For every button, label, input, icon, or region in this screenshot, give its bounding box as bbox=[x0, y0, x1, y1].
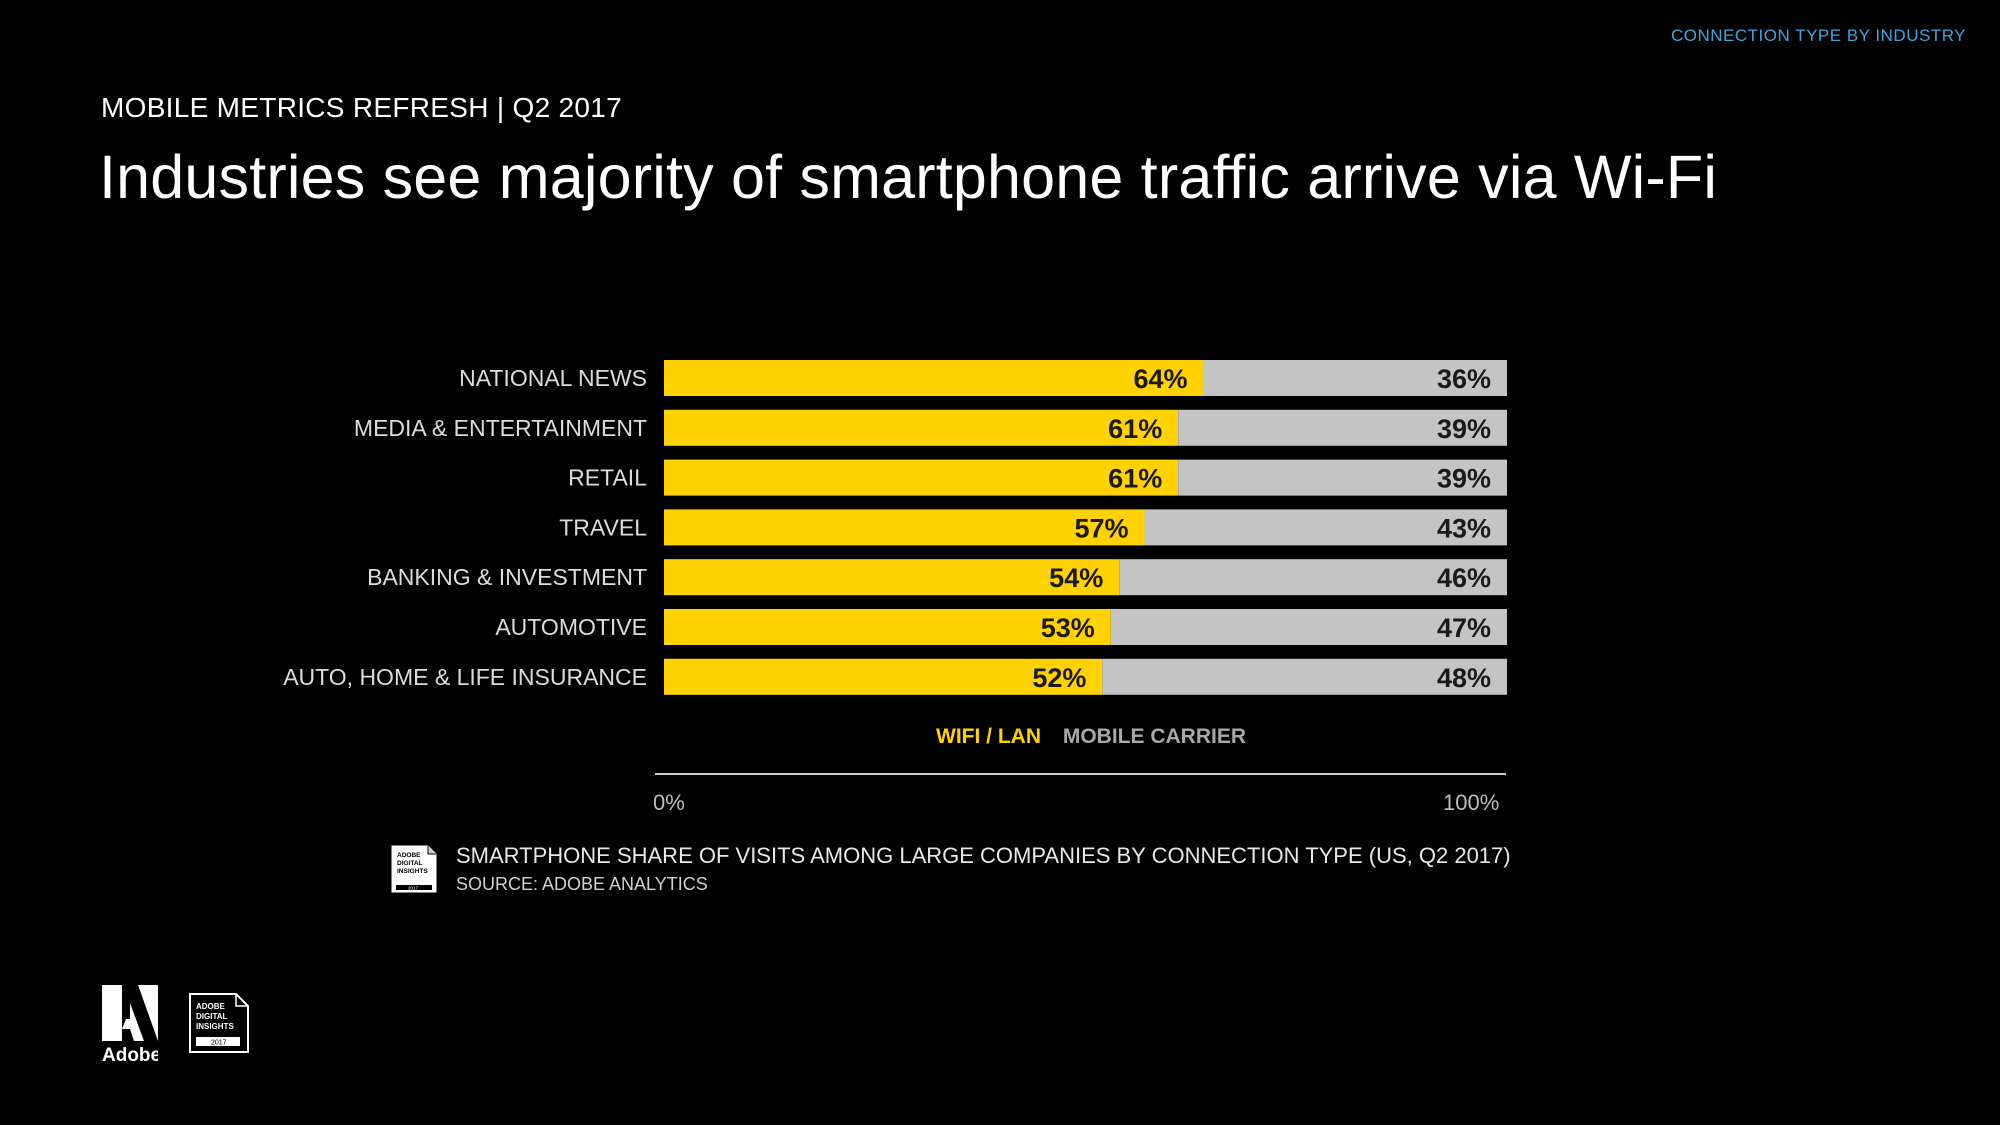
bar-wifi-lan-automotive bbox=[664, 609, 1111, 645]
data-label-mobile-carrier-media-entertainment: 39% bbox=[1437, 414, 1491, 444]
adobe-digital-insights-badge: ADOBE DIGITAL INSIGHTS 2017 bbox=[189, 993, 249, 1053]
data-label-wifi-lan-travel: 57% bbox=[1074, 513, 1128, 543]
adobe-logo-text: Adobe bbox=[102, 1045, 158, 1065]
icon-line-1: ADOBE bbox=[397, 852, 421, 859]
icon-line-3: INSIGHTS bbox=[397, 868, 428, 875]
bar-mobile-carrier-travel bbox=[1144, 509, 1507, 546]
caption-text: SMARTPHONE SHARE OF VISITS AMONG LARGE C… bbox=[456, 843, 1511, 868]
bar-mobile-carrier-retail bbox=[1178, 459, 1507, 496]
report-kicker: MOBILE METRICS REFRESH | Q2 2017 bbox=[101, 92, 623, 123]
badge-line-4: 2017 bbox=[211, 1040, 227, 1047]
data-label-mobile-carrier-travel: 43% bbox=[1437, 513, 1491, 543]
data-label-mobile-carrier-banking-investment: 46% bbox=[1437, 563, 1491, 593]
legend-mobile-carrier: MOBILE CARRIER bbox=[1062, 725, 1246, 748]
bar-wifi-lan-travel bbox=[664, 509, 1145, 546]
data-label-wifi-lan-auto-home-life-insurance: 52% bbox=[1032, 663, 1086, 693]
category-label-travel: TRAVEL bbox=[559, 514, 647, 540]
data-label-mobile-carrier-retail: 39% bbox=[1437, 464, 1491, 494]
data-label-wifi-lan-retail: 61% bbox=[1108, 464, 1162, 494]
bar-wifi-lan-auto-home-life-insurance bbox=[664, 658, 1103, 695]
badge-line-2: DIGITAL bbox=[196, 1012, 228, 1021]
icon-line-2: DIGITAL bbox=[397, 860, 423, 867]
data-label-mobile-carrier-auto-home-life-insurance: 48% bbox=[1437, 663, 1491, 693]
category-label-national-news: NATIONAL NEWS bbox=[459, 365, 647, 391]
data-label-mobile-carrier-national-news: 36% bbox=[1437, 364, 1491, 394]
category-label-retail: RETAIL bbox=[568, 465, 647, 491]
category-label-auto-home-life-insurance: AUTO, HOME & LIFE INSURANCE bbox=[283, 664, 647, 690]
legend-wifi: WIFI / LAN bbox=[936, 725, 1041, 748]
data-label-mobile-carrier-automotive: 47% bbox=[1437, 613, 1491, 643]
adobe-digital-insights-icon: ADOBE DIGITAL INSIGHTS 2017 bbox=[391, 845, 437, 893]
caption-source: SOURCE: ADOBE ANALYTICS bbox=[456, 874, 708, 894]
bar-mobile-carrier-national-news bbox=[1203, 360, 1507, 396]
bar-wifi-lan-banking-investment bbox=[664, 559, 1120, 596]
bar-wifi-lan-media-entertainment bbox=[664, 409, 1179, 446]
section-label: CONNECTION TYPE BY INDUSTRY bbox=[1671, 26, 1966, 45]
badge-line-1: ADOBE bbox=[196, 1002, 226, 1011]
adobe-logo: Adobe bbox=[102, 985, 158, 1065]
bar-mobile-carrier-auto-home-life-insurance bbox=[1102, 658, 1507, 695]
category-label-automotive: AUTOMOTIVE bbox=[495, 614, 647, 640]
data-label-wifi-lan-national-news: 64% bbox=[1133, 364, 1187, 394]
bar-mobile-carrier-automotive bbox=[1110, 609, 1507, 645]
category-label-media-entertainment: MEDIA & ENTERTAINMENT bbox=[354, 415, 647, 441]
bar-wifi-lan-retail bbox=[664, 459, 1179, 496]
x-tick-max: 100% bbox=[1443, 790, 1500, 815]
bar-mobile-carrier-media-entertainment bbox=[1178, 409, 1507, 446]
data-label-wifi-lan-banking-investment: 54% bbox=[1049, 563, 1103, 593]
badge-line-3: INSIGHTS bbox=[196, 1022, 234, 1031]
x-tick-min: 0% bbox=[653, 790, 685, 815]
icon-line-4: 2017 bbox=[408, 886, 419, 891]
data-label-wifi-lan-automotive: 53% bbox=[1041, 613, 1095, 643]
data-label-wifi-lan-media-entertainment: 61% bbox=[1108, 414, 1162, 444]
bar-mobile-carrier-banking-investment bbox=[1119, 559, 1507, 596]
chart-legend: WIFI / LAN MOBILE CARRIER bbox=[936, 725, 1246, 749]
chart-caption: SMARTPHONE SHARE OF VISITS AMONG LARGE C… bbox=[456, 843, 1511, 895]
category-label-banking-investment: BANKING & INVESTMENT bbox=[367, 564, 647, 590]
page-title: Industries see majority of smartphone tr… bbox=[99, 143, 1718, 211]
bar-wifi-lan-national-news bbox=[664, 360, 1204, 396]
